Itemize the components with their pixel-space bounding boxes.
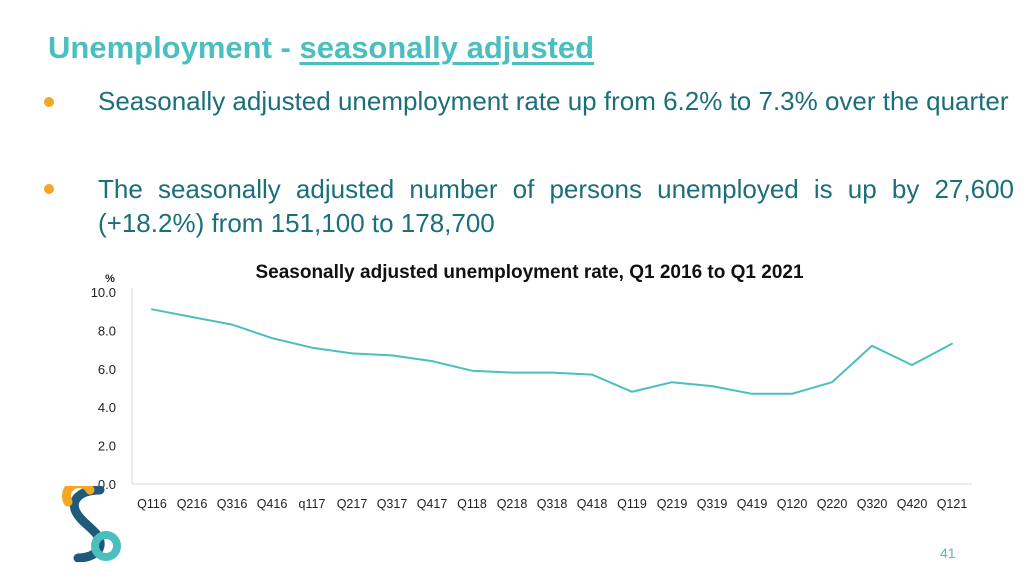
y-tick-label: 10.0 (91, 285, 116, 300)
bullet-1: Seasonally adjusted unemployment rate up… (98, 86, 1009, 116)
y-tick-label: 8.0 (98, 323, 116, 338)
slide-title: Unemployment - seasonally adjusted (48, 30, 594, 66)
chart-title-text: Seasonally adjusted unemployment rate, Q… (255, 262, 804, 283)
x-tick-label: Q121 (937, 497, 968, 511)
x-tick-label: Q416 (257, 497, 288, 511)
x-tick-label: Q116 (137, 497, 167, 511)
x-tick-label: Q417 (417, 497, 448, 511)
x-tick-label: Q420 (897, 497, 928, 511)
bullet-2: The seasonally adjusted number of person… (98, 174, 1014, 238)
x-tick-label: Q219 (657, 497, 688, 511)
x-tick-label: Q316 (217, 497, 248, 511)
x-tick-label: Q118 (457, 497, 487, 511)
y-tick-label: 6.0 (98, 362, 116, 377)
series-line (151, 308, 953, 395)
slide-title-sub: seasonally adjusted (299, 30, 595, 65)
x-tick-label: Q318 (537, 497, 568, 511)
x-tick-label: Q319 (697, 497, 728, 511)
x-tick-label: Q419 (737, 497, 768, 511)
y-tick-label: 4.0 (98, 400, 116, 415)
x-tick-label: Q418 (577, 497, 608, 511)
bullet-marker-1 (44, 97, 54, 107)
chart-title: Seasonally adjusted unemployment rate, Q… (0, 262, 1024, 284)
page-number: 41 (940, 545, 956, 561)
x-tick-label: Q217 (337, 497, 368, 511)
x-tick-label: Q320 (857, 497, 888, 511)
slide-title-main: Unemployment - (48, 30, 300, 65)
x-tick-label: Q120 (777, 497, 808, 511)
x-tick-label: q117 (299, 497, 326, 511)
x-tick-label: Q218 (497, 497, 528, 511)
x-tick-label: Q220 (817, 497, 848, 511)
y-axis-label: % (105, 273, 115, 285)
x-tick-label: Q119 (617, 497, 647, 511)
logo-icon (61, 486, 121, 562)
x-tick-label: Q216 (177, 497, 208, 511)
x-tick-label: Q317 (377, 497, 408, 511)
y-tick-label: 2.0 (98, 439, 116, 454)
bullet-marker-2 (44, 184, 54, 194)
